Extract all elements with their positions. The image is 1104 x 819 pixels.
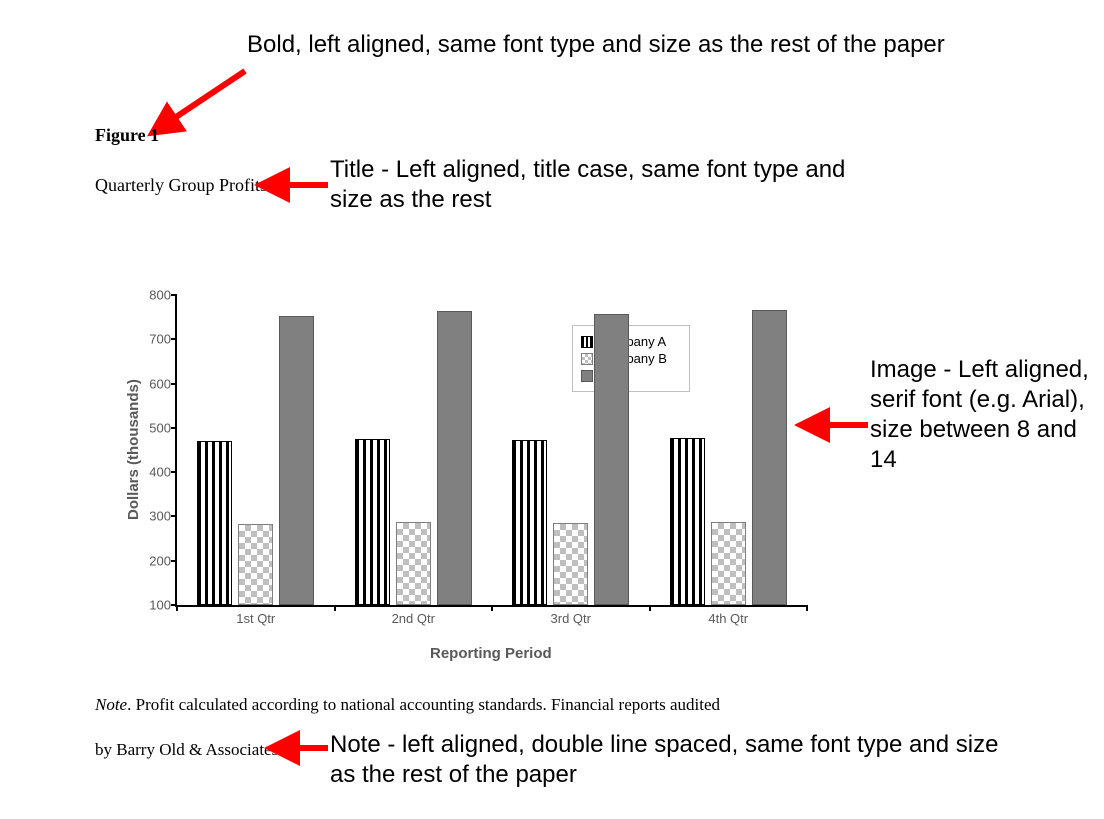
x-tick-mark [649,605,651,611]
x-tick-mark [491,605,493,611]
callout-title: Title - Left aligned, title case, same f… [330,155,890,215]
bar-total [594,314,629,605]
arrow-to-title [270,175,330,195]
legend-swatch-checker [581,353,593,365]
bar-company-a [355,439,390,605]
x-tick-mark [176,605,178,611]
x-tick-mark [334,605,336,611]
y-axis-title: Dollars (thousands) [125,379,142,520]
x-tick-label: 3rd Qtr [551,611,591,626]
figure-note-line-2: by Barry Old & Associates. [95,740,282,760]
bar-company-a [197,441,232,605]
y-tick-mark [171,338,177,340]
bar-total [437,311,472,605]
bar-company-b [553,523,588,605]
y-tick-mark [171,427,177,429]
note-body-1: . Profit calculated according to nationa… [127,695,720,714]
bar-company-a [512,440,547,605]
figure-number-label: Figure 1 [95,125,159,146]
legend-swatch-stripes [581,336,593,348]
note-prefix: Note [95,695,127,714]
y-tick-mark [171,515,177,517]
callout-note: Note - left aligned, double line spaced,… [330,730,1030,790]
y-tick-mark [171,383,177,385]
bar-total [752,310,787,605]
figure-title: Quarterly Group Profits [95,175,267,196]
plot-area: Company A Company B Total 10020030040050… [175,295,807,607]
legend: Company A Company B Total [572,325,690,392]
x-tick-label: 2nd Qtr [392,611,435,626]
legend-swatch-solid [581,370,593,382]
x-tick-label: 4th Qtr [708,611,748,626]
bar-total [279,316,314,605]
callout-image: Image - Left aligned, serif font (e.g. A… [870,355,1090,475]
y-tick-mark [171,471,177,473]
y-tick-mark [171,294,177,296]
arrow-to-figure-number [155,65,255,135]
x-tick-mark [806,605,808,611]
x-axis-title: Reporting Period [430,645,552,662]
x-tick-label: 1st Qtr [236,611,275,626]
bar-company-a [670,438,705,605]
bar-company-b [238,524,273,605]
callout-figure-number: Bold, left aligned, same font type and s… [247,30,1007,60]
arrow-to-chart [810,415,870,435]
bar-company-b [396,522,431,605]
bar-company-b [711,522,746,605]
arrow-to-note [280,738,330,758]
figure-note-line-1: Note. Profit calculated according to nat… [95,695,855,715]
y-tick-mark [171,560,177,562]
